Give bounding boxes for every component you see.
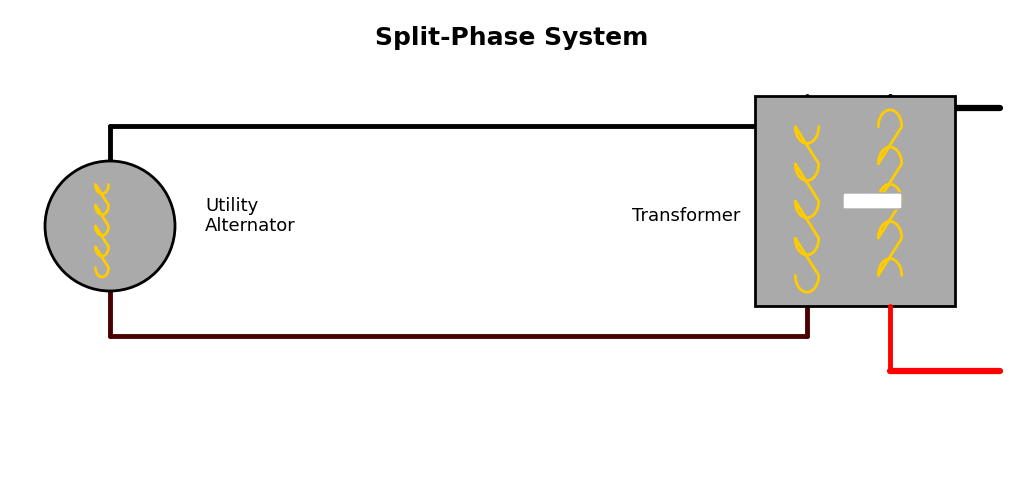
FancyBboxPatch shape <box>843 193 902 209</box>
Text: Split-Phase System: Split-Phase System <box>376 26 648 50</box>
Text: Utility
Alternator: Utility Alternator <box>205 196 296 235</box>
FancyBboxPatch shape <box>755 96 955 306</box>
Circle shape <box>45 161 175 291</box>
Text: Transformer: Transformer <box>632 207 740 225</box>
